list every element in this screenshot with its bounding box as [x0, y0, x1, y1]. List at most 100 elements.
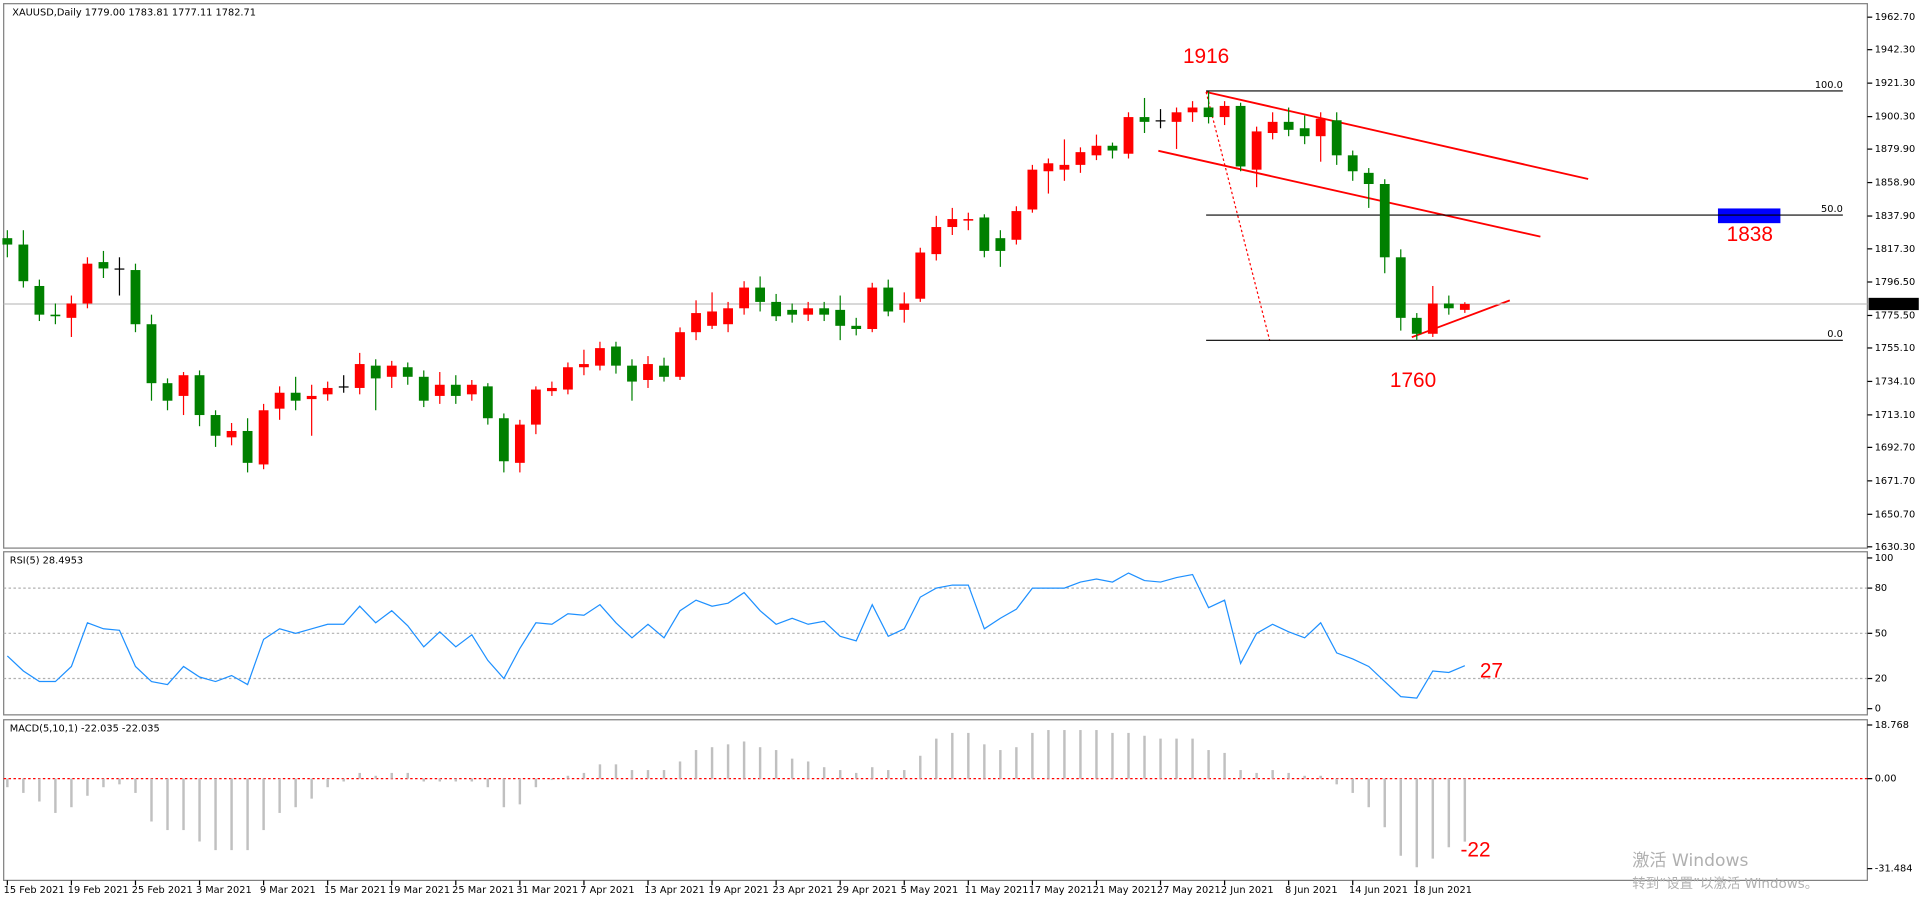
- last-price-label: 1782.71: [1873, 299, 1913, 310]
- candle-body: [306, 395, 317, 400]
- candle-body: [803, 308, 814, 315]
- candle-body: [1075, 152, 1086, 165]
- y-tick-label: 1734.10: [1875, 376, 1915, 387]
- target-box: [1717, 208, 1781, 224]
- y-tick-label: 1796.50: [1875, 277, 1915, 288]
- x-tick-label: 25 Mar 2021: [452, 885, 514, 896]
- candle-body: [627, 365, 637, 382]
- candle-body: [1203, 107, 1214, 118]
- candle-body: [579, 364, 589, 368]
- y-tick-label: 0: [1875, 704, 1881, 715]
- candle-body: [402, 367, 413, 377]
- x-tick-label: 19 Apr 2021: [708, 885, 769, 896]
- x-tick-label: 18 Jun 2021: [1413, 885, 1472, 896]
- annotation: -22: [1460, 838, 1490, 861]
- candle-body: [98, 262, 109, 269]
- candle-body: [691, 313, 701, 333]
- candle-body: [899, 303, 910, 310]
- x-tick-label: 8 Jun 2021: [1285, 885, 1338, 896]
- candle-body: [258, 410, 269, 465]
- candle-body: [82, 263, 93, 304]
- candle-body: [370, 365, 381, 379]
- candle-body: [1251, 131, 1262, 170]
- candle-body: [963, 219, 974, 221]
- candle-body: [18, 244, 29, 282]
- candle-body: [242, 430, 253, 463]
- x-tick-label: 11 May 2021: [965, 885, 1029, 896]
- chart-title: XAUUSD,Daily 1779.00 1783.81 1777.11 178…: [12, 7, 256, 18]
- candle-body: [1043, 163, 1054, 172]
- x-tick-label: 15 Mar 2021: [324, 885, 386, 896]
- y-tick-label: 100: [1875, 553, 1894, 564]
- y-tick-label: 1650.70: [1875, 509, 1915, 520]
- y-tick-label: 1713.10: [1875, 410, 1915, 421]
- candle-body: [1379, 184, 1390, 258]
- x-tick-label: 21 May 2021: [1093, 885, 1157, 896]
- candle-body: [931, 227, 942, 255]
- candle-body: [883, 287, 894, 312]
- candle-body: [1139, 117, 1150, 122]
- candle-body: [450, 384, 461, 396]
- y-tick-label: -31.484: [1875, 864, 1913, 875]
- x-tick-label: 19 Mar 2021: [388, 885, 450, 896]
- fib-trend-line: [1205, 91, 1271, 342]
- candle-body: [1347, 155, 1358, 172]
- macd-title: MACD(5,10,1) -22.035 -22.035: [10, 723, 160, 734]
- candle-body: [547, 387, 557, 392]
- candle-body: [611, 346, 621, 366]
- candle-body: [643, 364, 653, 380]
- candle-body: [1219, 105, 1230, 118]
- y-tick-label: 1921.30: [1875, 78, 1915, 89]
- candle-body: [755, 287, 766, 302]
- candle-body: [162, 383, 173, 401]
- candle-body: [226, 430, 237, 438]
- candle-body: [2, 238, 13, 245]
- x-tick-label: 2 Jun 2021: [1221, 885, 1274, 896]
- x-tick-label: 31 Mar 2021: [516, 885, 578, 896]
- y-tick-label: 1817.30: [1875, 244, 1915, 255]
- candle-body: [819, 308, 830, 315]
- candle-body: [1459, 303, 1470, 310]
- x-tick-label: 27 May 2021: [1157, 885, 1221, 896]
- candle-body: [146, 324, 157, 384]
- y-tick-label: 18.768: [1875, 720, 1909, 731]
- candle-body: [274, 392, 285, 409]
- candle-body: [1427, 303, 1438, 334]
- candle-body: [1091, 145, 1102, 156]
- x-tick-label: 7 Apr 2021: [580, 885, 634, 896]
- y-tick-label: 1879.90: [1875, 144, 1915, 155]
- candle-body: [1107, 145, 1118, 151]
- y-tick-label: 1775.50: [1875, 310, 1915, 321]
- candle-body: [178, 375, 189, 396]
- candle-body: [1171, 112, 1182, 122]
- candle-body: [1011, 211, 1022, 240]
- candle-body: [514, 424, 525, 463]
- candle-body: [130, 270, 141, 325]
- watermark: 激活 Windows: [1632, 851, 1748, 871]
- candle-body: [34, 285, 45, 315]
- candle-body: [1315, 118, 1326, 137]
- candle-body: [530, 389, 541, 425]
- y-tick-label: 50: [1875, 628, 1887, 639]
- candle-body: [915, 252, 926, 299]
- y-tick-label: 1630.30: [1875, 542, 1915, 553]
- candle-body: [851, 325, 862, 330]
- macd-pane: [3, 719, 1868, 881]
- candle-body: [771, 301, 782, 317]
- candle-body: [1187, 107, 1198, 113]
- candle-body: [1443, 303, 1454, 309]
- x-tick-label: 25 Feb 2021: [132, 885, 193, 896]
- candle-body: [1363, 172, 1374, 185]
- candle-body: [466, 384, 477, 395]
- candle-body: [787, 309, 798, 315]
- x-tick-label: 14 Jun 2021: [1349, 885, 1408, 896]
- rsi-line: [6, 572, 1466, 699]
- fib-label: 0.0: [1827, 329, 1843, 340]
- y-tick-label: 1942.30: [1875, 45, 1915, 56]
- candle-body: [114, 268, 125, 270]
- annotation: 1838: [1727, 223, 1773, 246]
- candle-body: [322, 387, 333, 395]
- candle-body: [498, 418, 509, 462]
